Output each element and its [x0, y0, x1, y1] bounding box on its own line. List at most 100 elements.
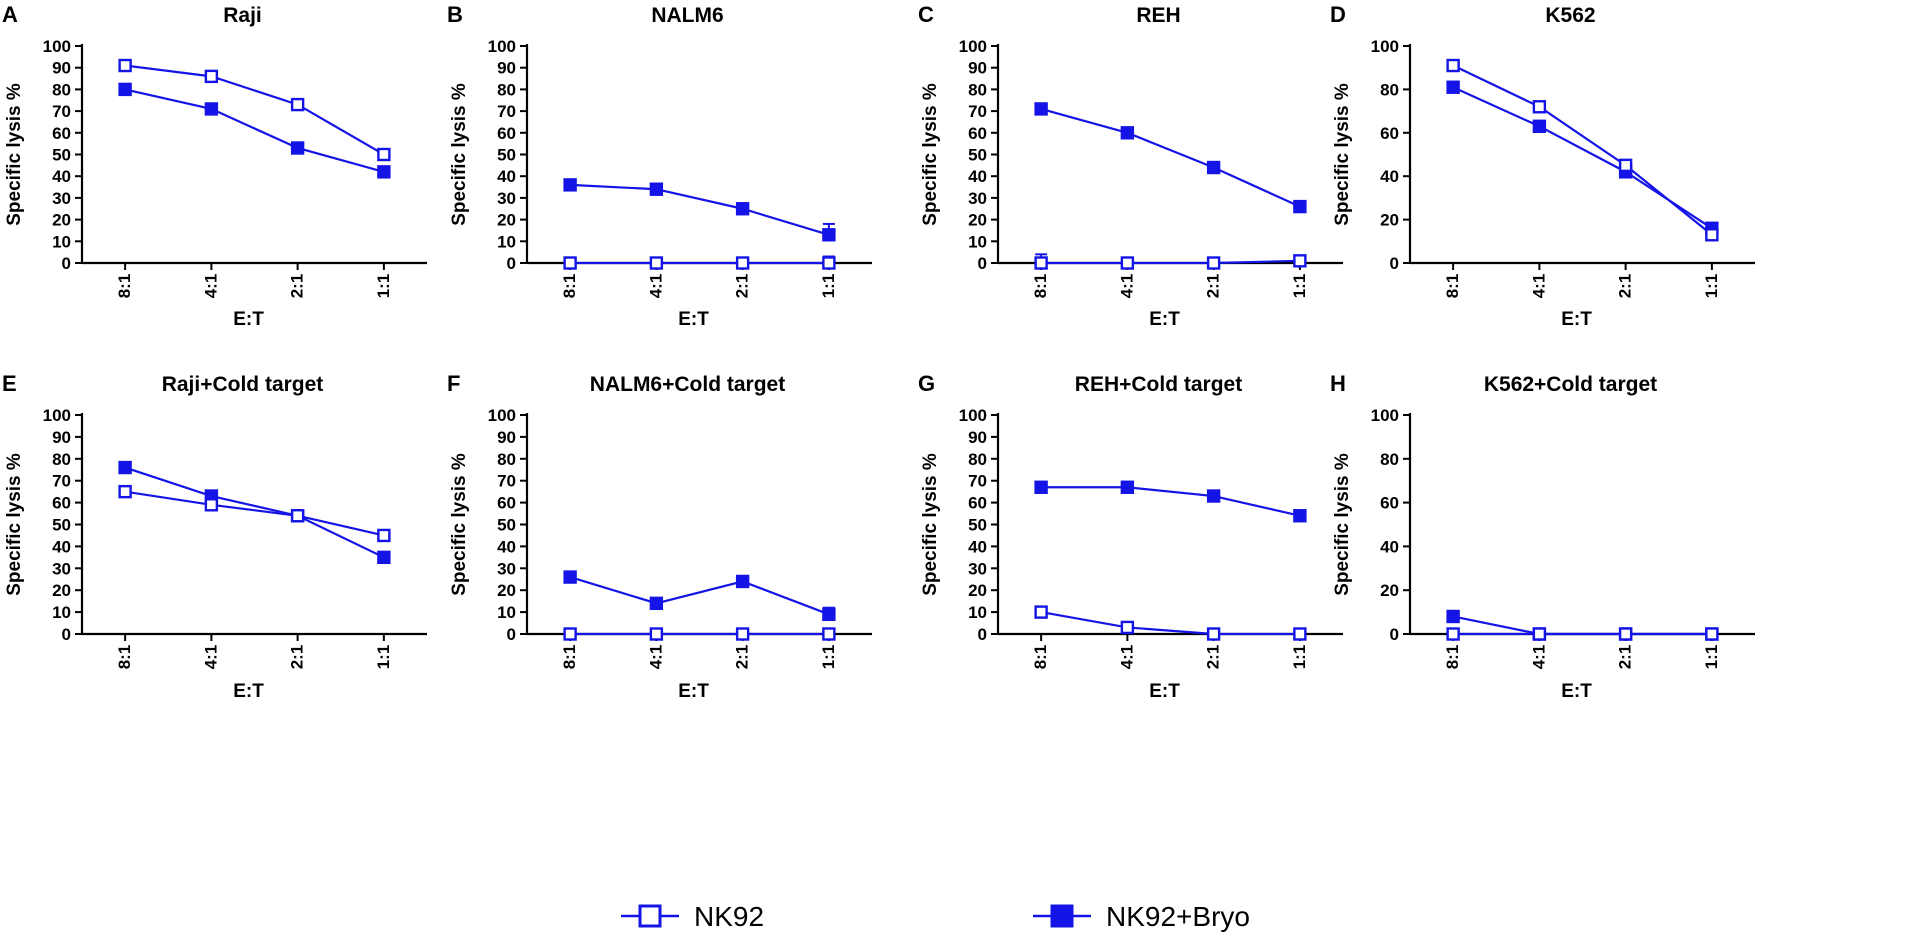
- data-point-nk92-bryo: [118, 82, 132, 97]
- y-tick-label: 50: [968, 516, 987, 535]
- y-tick-label: 40: [497, 167, 516, 186]
- x-tick-label: 8:1: [1031, 645, 1050, 670]
- panel-letter: E: [2, 371, 17, 396]
- y-tick-label: 60: [1380, 494, 1399, 513]
- x-tick-label: 4:1: [1529, 645, 1548, 670]
- y-tick-label: 10: [497, 232, 516, 251]
- y-tick-label: 0: [978, 254, 987, 273]
- y-tick-label: 20: [52, 581, 71, 600]
- data-point-nk92: [1034, 605, 1048, 619]
- y-tick-label: 60: [497, 124, 516, 143]
- y-tick-label: 70: [52, 102, 71, 121]
- series-line-nk92: [1040, 611, 1300, 636]
- x-tick-label: 1:1: [1290, 274, 1309, 299]
- y-tick-label: 60: [968, 124, 987, 143]
- series-line-nk92-bryo: [1452, 86, 1713, 230]
- y-tick-label: 60: [1380, 124, 1399, 143]
- x-tick-label: 2:1: [733, 645, 752, 670]
- x-tick-label: 8:1: [115, 645, 134, 670]
- y-tick-label: 70: [968, 472, 987, 491]
- legend: NK92 NK92+Bryo: [621, 901, 1250, 932]
- y-tick-label: 30: [52, 559, 71, 578]
- x-tick-label: 8:1: [1443, 274, 1462, 299]
- y-tick-label: 40: [1380, 167, 1399, 186]
- data-point-nk92-bryo: [1446, 80, 1460, 94]
- x-tick-label: 4:1: [1117, 274, 1136, 299]
- data-point-nk92: [1532, 627, 1547, 641]
- series-line-nk92-bryo: [1041, 486, 1301, 517]
- panel-letter: H: [1330, 371, 1346, 396]
- x-axis-label: E:T: [1561, 681, 1592, 702]
- y-tick-label: 90: [497, 428, 516, 447]
- series-line-nk92-bryo: [1452, 615, 1712, 636]
- y-tick-label: 30: [968, 559, 987, 578]
- filled-square-icon: [1050, 904, 1074, 928]
- y-tick-label: 100: [959, 37, 987, 56]
- y-tick-label: 50: [968, 146, 987, 165]
- x-tick-label: 2:1: [1616, 645, 1635, 670]
- x-tick-label: 1:1: [1702, 645, 1721, 670]
- series-nk92-bryo: [1446, 609, 1719, 641]
- series-line-nk92: [124, 490, 385, 537]
- y-tick-label: 90: [52, 59, 71, 78]
- y-tick-label: 80: [968, 450, 987, 469]
- data-point-nk92: [822, 627, 836, 641]
- y-tick-label: 50: [497, 146, 516, 165]
- data-point-nk92: [735, 627, 750, 641]
- y-axis-label: Specific lysis %: [920, 83, 941, 226]
- x-axis-label: E:T: [1149, 681, 1180, 702]
- data-point-nk92-bryo: [377, 550, 391, 565]
- y-tick-label: 80: [968, 80, 987, 99]
- data-point-nk92-bryo: [822, 228, 836, 242]
- data-point-nk92-bryo: [290, 141, 305, 155]
- x-tick-label: 1:1: [1702, 274, 1721, 299]
- x-tick-label: 2:1: [733, 274, 752, 299]
- y-tick-label: 30: [968, 189, 987, 208]
- data-point-nk92: [118, 484, 132, 499]
- x-tick-label: 1:1: [374, 274, 393, 299]
- series-nk92: [118, 58, 391, 162]
- series-line-nk92: [1452, 64, 1713, 236]
- chart-panel-c: C REH 0 10 20 30 40 50 60 70 80 90 100 Specific lysis…: [918, 2, 1343, 330]
- series-nk92-bryo: [118, 460, 391, 565]
- y-tick-label: 80: [52, 450, 71, 469]
- data-point-nk92: [290, 509, 305, 523]
- y-tick-label: 100: [1371, 406, 1399, 425]
- y-axis-label: Specific lysis %: [4, 83, 25, 226]
- data-point-nk92-bryo: [649, 596, 664, 611]
- panel-title: REH: [1136, 4, 1180, 27]
- data-point-nk92-bryo: [1293, 509, 1307, 523]
- series-nk92: [1446, 627, 1719, 641]
- data-point-nk92-bryo: [1120, 126, 1135, 140]
- y-tick-label: 20: [968, 581, 987, 600]
- chart-panel-d: D K562 0 20 40 60 80 100 Specific lysis % 8:1 4:1 2…: [1330, 2, 1755, 330]
- y-tick-label: 0: [507, 254, 516, 273]
- data-point-nk92-bryo: [1206, 160, 1221, 175]
- y-tick-label: 90: [968, 428, 987, 447]
- y-axis-label: Specific lysis %: [1332, 83, 1353, 226]
- series-nk92: [1034, 253, 1307, 270]
- y-tick-label: 20: [1380, 211, 1399, 230]
- data-point-nk92: [1120, 256, 1135, 270]
- x-axis-label: E:T: [233, 681, 264, 702]
- chart-panel-b: B NALM6 0 10 20 30 40 50 60 70 80 90 100 Specific lys…: [447, 2, 872, 330]
- data-point-nk92: [118, 58, 132, 73]
- y-tick-label: 0: [62, 254, 71, 273]
- panel-title: Raji+Cold target: [162, 373, 324, 396]
- panel-letter: C: [918, 2, 934, 27]
- y-tick-label: 0: [1390, 254, 1399, 273]
- y-tick-label: 80: [497, 450, 516, 469]
- y-tick-label: 0: [507, 625, 516, 644]
- y-axis-label: Specific lysis %: [920, 453, 941, 596]
- y-tick-label: 100: [43, 37, 71, 56]
- data-point-nk92-bryo: [204, 102, 219, 116]
- y-tick-label: 100: [959, 406, 987, 425]
- panel-letter: A: [2, 2, 18, 27]
- data-point-nk92-bryo: [1532, 119, 1547, 133]
- y-tick-label: 0: [62, 625, 71, 644]
- data-point-nk92: [1293, 627, 1307, 641]
- x-tick-label: 4:1: [201, 645, 220, 670]
- data-point-nk92: [1446, 58, 1460, 73]
- series-nk92: [1446, 58, 1719, 242]
